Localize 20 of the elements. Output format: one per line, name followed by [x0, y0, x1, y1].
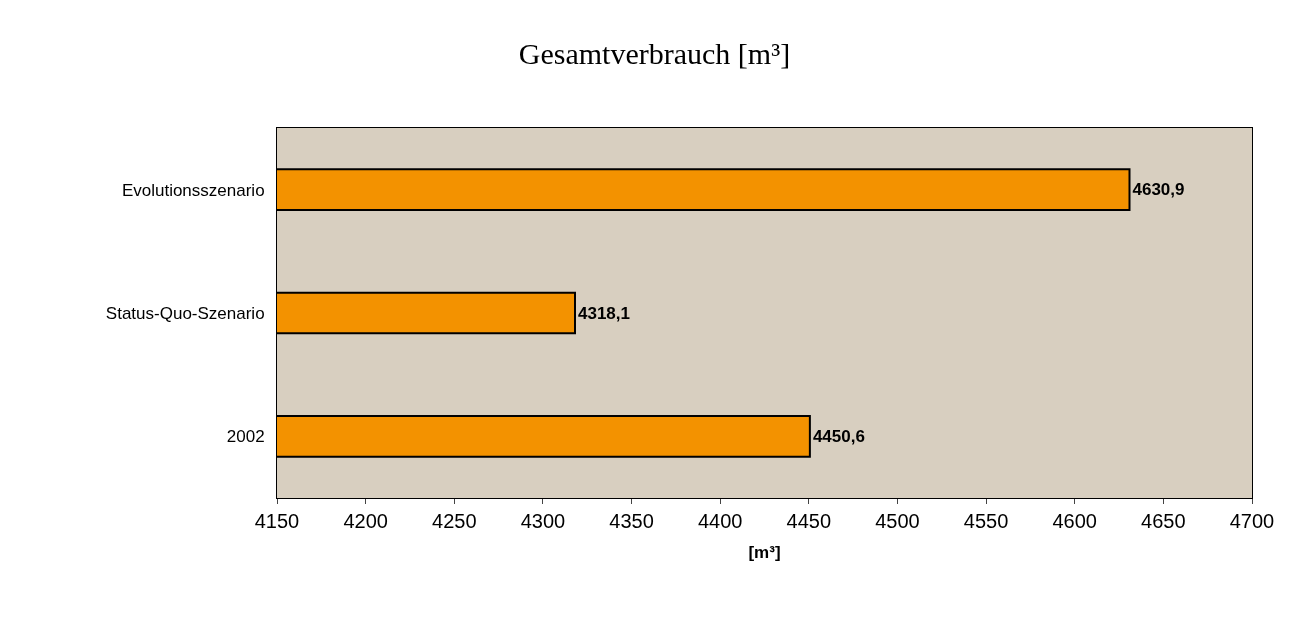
x-tick-label: 4700: [1229, 510, 1275, 532]
x-tick-label: 4300: [520, 510, 566, 532]
x-axis-title: [m³]: [748, 543, 781, 563]
y-tick-label: Evolutionsszenario: [121, 180, 265, 200]
x-tick-label: 4650: [1141, 510, 1186, 532]
data-label: 4630,9: [1132, 180, 1185, 200]
y-tick-label: Status-Quo-Szenario: [105, 303, 265, 323]
x-tick-label: 4350: [609, 510, 654, 532]
x-tick-label: 4400: [697, 510, 743, 532]
x-tick-label: 4250: [432, 510, 477, 532]
x-tick-label: 4550: [963, 510, 1009, 532]
x-tick-label: 4600: [1052, 510, 1097, 532]
x-tick-label: 4500: [875, 510, 920, 532]
chart-title: Gesamtverbrauch [m³]: [518, 37, 791, 71]
data-label: 4318,1: [578, 303, 630, 323]
x-tick-label: 4150: [254, 510, 300, 532]
y-tick-label: 2002: [226, 427, 265, 447]
data-label: 4450,6: [812, 426, 865, 446]
x-tick-label: 4200: [343, 510, 388, 532]
x-tick-label: 4450: [786, 510, 832, 532]
